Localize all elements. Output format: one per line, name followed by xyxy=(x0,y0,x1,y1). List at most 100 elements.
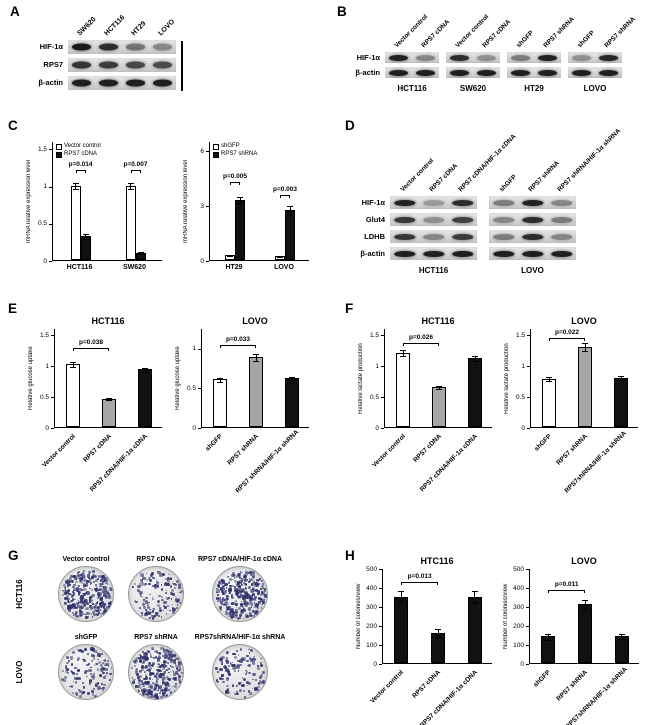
blot-band xyxy=(98,61,119,69)
colony-dot xyxy=(173,654,176,657)
blot-band xyxy=(598,54,619,61)
colony-dot xyxy=(82,592,84,595)
colony-dot xyxy=(100,612,103,615)
colony-dot xyxy=(92,606,96,610)
colony-dot xyxy=(173,673,176,676)
colony-dot xyxy=(218,585,220,588)
colony-dot xyxy=(69,575,72,578)
colony-dot xyxy=(170,653,173,656)
colony-dot xyxy=(227,586,229,588)
colony-dot xyxy=(66,667,70,671)
colony-dot xyxy=(250,573,253,576)
colony-dot xyxy=(72,585,75,589)
colony-dot xyxy=(143,681,148,685)
colony-dot xyxy=(86,574,91,578)
colony-dot xyxy=(149,608,151,611)
colony-dot xyxy=(160,646,164,651)
colony-dot xyxy=(149,593,151,595)
colony-dot xyxy=(161,676,163,679)
y-tick-mark xyxy=(379,569,382,570)
colony-dot xyxy=(262,589,266,593)
colony-dot xyxy=(230,663,235,668)
colony-dot xyxy=(73,592,75,594)
colony-dot xyxy=(169,585,173,588)
blot-band xyxy=(451,216,474,223)
colony-dot xyxy=(62,670,64,672)
y-tick-mark xyxy=(381,428,384,429)
colony-dot xyxy=(140,655,144,659)
colony-dot xyxy=(151,662,155,666)
colony-dot xyxy=(246,659,249,663)
colony-dot xyxy=(97,686,101,690)
colony-dot xyxy=(151,681,155,685)
colony-dot xyxy=(230,594,233,596)
colony-dot xyxy=(245,672,248,675)
significance-bracket xyxy=(130,170,141,174)
plot-area: p=0.022 xyxy=(530,329,638,428)
colony-dot xyxy=(229,609,232,612)
colony-dot xyxy=(94,575,98,579)
colony-dot xyxy=(255,603,259,607)
colony-dot xyxy=(174,662,177,665)
colony-dot xyxy=(104,595,109,599)
colony-dot xyxy=(91,690,94,694)
plot-area: p=0.013 xyxy=(382,569,492,664)
blot-strip xyxy=(489,247,576,260)
colony-dot xyxy=(239,659,243,664)
colony-dot xyxy=(218,583,221,586)
colony-dot xyxy=(226,657,228,659)
y-tick-mark xyxy=(381,366,384,368)
colony-dot xyxy=(159,669,162,672)
colony-dot xyxy=(169,609,171,612)
colony-dot xyxy=(100,604,104,608)
colony-dot xyxy=(235,594,238,596)
panel-label-d: D xyxy=(345,118,355,133)
colony-dot xyxy=(144,652,148,656)
colony-dot xyxy=(170,671,172,673)
colony-dot xyxy=(216,587,218,590)
y-tick-label: 1 xyxy=(192,345,196,353)
colony-dot xyxy=(235,611,238,614)
y-tick-label: 0 xyxy=(520,660,524,668)
colony-dot xyxy=(157,669,161,673)
colony-dot xyxy=(238,614,242,618)
colony-dot xyxy=(94,579,98,583)
chart-title: HTC116 xyxy=(420,556,454,566)
colony-dot xyxy=(167,667,170,670)
colony-dot xyxy=(228,665,231,668)
colony-dot xyxy=(239,594,242,596)
colony-dot xyxy=(143,690,146,693)
colony-dot xyxy=(136,676,140,679)
colony-dot xyxy=(93,580,95,583)
colony-dot xyxy=(218,597,222,600)
colony-dot xyxy=(78,609,82,613)
colony-dot xyxy=(164,653,168,657)
colony-dot xyxy=(162,677,166,681)
colony-dot xyxy=(142,598,146,602)
colony-dot xyxy=(102,672,105,675)
x-category-label: RPS7shRNA/HIF-1α shRNA xyxy=(564,666,629,725)
colony-dot xyxy=(75,580,78,584)
legend-label: shGFP xyxy=(221,143,240,149)
colony-dot xyxy=(256,610,260,613)
colony-dot xyxy=(139,669,142,672)
colony-dot xyxy=(93,655,96,658)
colony-dot xyxy=(91,693,95,696)
colony-dot xyxy=(150,647,154,650)
y-tick-label: 200 xyxy=(366,622,377,630)
colony-dot xyxy=(152,598,155,601)
colony-row-label: HCT116 xyxy=(15,579,24,609)
colony-dot xyxy=(221,590,224,593)
colony-dot xyxy=(158,654,161,657)
colony-dot xyxy=(166,579,169,581)
colony-dot xyxy=(152,609,154,612)
colony-dot xyxy=(147,663,152,668)
colony-dot xyxy=(260,593,263,596)
colony-dot xyxy=(90,589,93,592)
error-bar xyxy=(582,343,588,352)
colony-dot xyxy=(72,671,76,675)
colony-dot xyxy=(163,604,166,607)
y-axis-label: mRNA relative expression level xyxy=(26,159,32,244)
colony-dot xyxy=(246,684,249,687)
colony-dot xyxy=(260,579,263,582)
